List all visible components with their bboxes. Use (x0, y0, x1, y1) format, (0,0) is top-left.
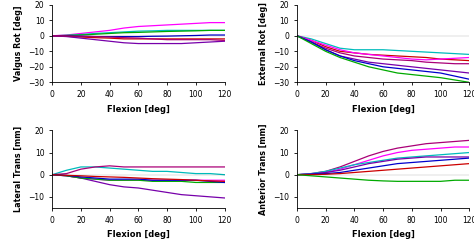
X-axis label: Flexion [deg]: Flexion [deg] (107, 104, 170, 114)
X-axis label: Flexion [deg]: Flexion [deg] (352, 230, 415, 239)
Y-axis label: Anterior Trans [mm]: Anterior Trans [mm] (259, 123, 268, 215)
Y-axis label: External Rot [deg]: External Rot [deg] (259, 2, 268, 85)
X-axis label: Flexion [deg]: Flexion [deg] (107, 230, 170, 239)
X-axis label: Flexion [deg]: Flexion [deg] (352, 104, 415, 114)
Y-axis label: Lateral Trans [mm]: Lateral Trans [mm] (14, 126, 23, 212)
Y-axis label: Valgus Rot [deg]: Valgus Rot [deg] (14, 6, 23, 81)
